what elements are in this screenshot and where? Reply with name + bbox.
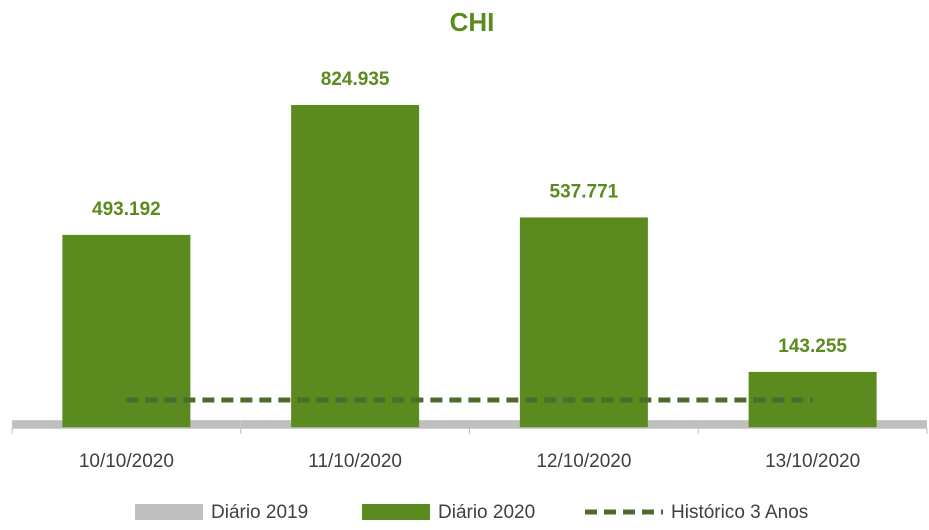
x-tick-label: 13/10/2020 (765, 451, 860, 472)
bar (291, 104, 420, 428)
bar (519, 217, 648, 428)
data-label: 537.771 (550, 181, 619, 202)
legend-swatch (362, 504, 430, 520)
x-tick-label: 10/10/2020 (79, 451, 174, 472)
data-label: 493.192 (92, 199, 161, 220)
data-label: 824.935 (321, 69, 390, 90)
legend-label: Diário 2020 (438, 502, 535, 523)
x-tick-label: 11/10/2020 (308, 451, 402, 472)
data-label: 143.255 (778, 336, 847, 357)
chart-title: CHI (450, 7, 495, 37)
x-tick-label: 12/10/2020 (536, 451, 631, 472)
legend-swatch (135, 504, 203, 520)
legend-label: Diário 2019 (211, 502, 308, 523)
legend-label: Histórico 3 Anos (671, 502, 808, 523)
bar (62, 234, 191, 428)
